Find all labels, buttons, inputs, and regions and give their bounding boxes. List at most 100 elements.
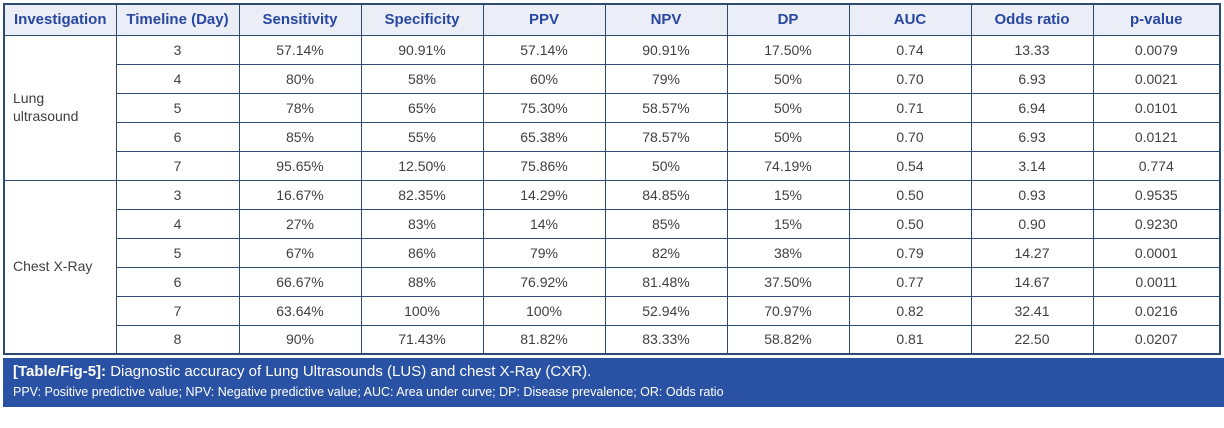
data-cell: 55% xyxy=(360,121,484,152)
data-cell: 0.0216 xyxy=(1092,295,1221,326)
column-header-specificity: Specificity xyxy=(360,3,484,36)
data-cell: 8 xyxy=(115,324,240,355)
data-cell: 95.65% xyxy=(238,150,362,181)
data-cell: 0.79 xyxy=(848,237,972,268)
column-header-ppv: PPV xyxy=(482,3,606,36)
table-row: 4 80% 58% 60% 79% 50% 0.70 6.93 0.0021 xyxy=(4,63,1221,94)
data-cell: 65.38% xyxy=(482,121,606,152)
data-cell: 15% xyxy=(726,208,850,239)
table-row: 5 78% 65% 75.30% 58.57% 50% 0.71 6.94 0.0101 xyxy=(4,92,1221,123)
table-body: Lung ultrasound 3 57.14% 90.91% 57.14% 90.91%… xyxy=(3,34,1221,355)
data-cell: 13.33 xyxy=(970,34,1094,65)
data-cell: 6.94 xyxy=(970,92,1094,123)
data-cell: 22.50 xyxy=(970,324,1094,355)
caption-title-line: [Table/Fig-5]: Diagnostic accuracy of Lu… xyxy=(13,363,1214,382)
column-header-sensitivity: Sensitivity xyxy=(238,3,362,36)
data-cell: 50% xyxy=(604,150,728,181)
data-cell: 0.54 xyxy=(848,150,972,181)
data-cell: 88% xyxy=(360,266,484,297)
table-row: 5 67% 86% 79% 82% 38% 0.79 14.27 0.0001 xyxy=(4,237,1221,268)
data-cell: 0.774 xyxy=(1092,150,1221,181)
table-row: 7 63.64% 100% 100% 52.94% 70.97% 0.82 32.41 0.02… xyxy=(4,295,1221,326)
data-cell: 85% xyxy=(604,208,728,239)
data-cell: 58% xyxy=(360,63,484,94)
data-cell: 0.70 xyxy=(848,63,972,94)
table-row: 8 90% 71.43% 81.82% 83.33% 58.82% 0.81 22.50 0.0… xyxy=(4,324,1221,355)
data-cell: 100% xyxy=(360,295,484,326)
data-cell: 86% xyxy=(360,237,484,268)
data-cell: 3 xyxy=(115,179,240,210)
column-header-p-value: p-value xyxy=(1092,3,1221,36)
data-cell: 50% xyxy=(726,121,850,152)
data-cell: 0.74 xyxy=(848,34,972,65)
table-row: 6 66.67% 88% 76.92% 81.48% 37.50% 0.77 14.67 0.0… xyxy=(4,266,1221,297)
investigation-cell: Chest X-Ray xyxy=(3,179,117,355)
data-cell: 71.43% xyxy=(360,324,484,355)
data-cell: 81.48% xyxy=(604,266,728,297)
data-cell: 0.90 xyxy=(970,208,1094,239)
column-header-npv: NPV xyxy=(604,3,728,36)
data-cell: 37.50% xyxy=(726,266,850,297)
data-cell: 12.50% xyxy=(360,150,484,181)
data-cell: 6 xyxy=(115,266,240,297)
data-cell: 16.67% xyxy=(238,179,362,210)
data-cell: 58.57% xyxy=(604,92,728,123)
data-cell: 15% xyxy=(726,179,850,210)
results-table: Investigation Timeline (Day) Sensitivity Sp… xyxy=(3,3,1221,355)
data-cell: 82.35% xyxy=(360,179,484,210)
column-header-timeline-day-: Timeline (Day) xyxy=(115,3,240,36)
data-cell: 90.91% xyxy=(360,34,484,65)
data-cell: 0.0001 xyxy=(1092,237,1221,268)
data-cell: 90.91% xyxy=(604,34,728,65)
data-cell: 50% xyxy=(726,92,850,123)
data-cell: 14% xyxy=(482,208,606,239)
data-cell: 75.86% xyxy=(482,150,606,181)
data-cell: 0.82 xyxy=(848,295,972,326)
table-row: Chest X-Ray 3 16.67% 82.35% 14.29% 84.85% 15% 0… xyxy=(3,179,1221,355)
caption-abbreviations: PPV: Positive predictive value; NPV: Neg… xyxy=(13,384,724,399)
data-cell: 74.19% xyxy=(726,150,850,181)
data-cell: 6 xyxy=(115,121,240,152)
data-cell: 76.92% xyxy=(482,266,606,297)
data-cell: 0.9535 xyxy=(1092,179,1221,210)
page: Investigation Timeline (Day) Sensitivity Sp… xyxy=(3,3,1224,407)
data-cell: 27% xyxy=(238,208,362,239)
table-caption-bar: [Table/Fig-5]: Diagnostic accuracy of Lu… xyxy=(3,358,1224,407)
data-cell: 78.57% xyxy=(604,121,728,152)
data-cell: 3.14 xyxy=(970,150,1094,181)
data-cell: 83.33% xyxy=(604,324,728,355)
data-cell: 0.0121 xyxy=(1092,121,1221,152)
table-row: Lung ultrasound 3 57.14% 90.91% 57.14% 90.91%… xyxy=(3,34,1221,181)
data-cell: 17.50% xyxy=(726,34,850,65)
data-cell: 66.67% xyxy=(238,266,362,297)
investigation-cell: Lung ultrasound xyxy=(3,34,117,181)
data-cell: 83% xyxy=(360,208,484,239)
data-cell: 0.71 xyxy=(848,92,972,123)
data-cell: 0.50 xyxy=(848,179,972,210)
data-cell: 63.64% xyxy=(238,295,362,326)
data-cell: 38% xyxy=(726,237,850,268)
data-cell: 0.9230 xyxy=(1092,208,1221,239)
table-header: Investigation Timeline (Day) Sensitivity Sp… xyxy=(3,3,1221,36)
data-cell: 57.14% xyxy=(238,34,362,65)
data-cell: 57.14% xyxy=(482,34,606,65)
data-cell: 85% xyxy=(238,121,362,152)
column-header-dp: DP xyxy=(726,3,850,36)
data-cell: 0.0011 xyxy=(1092,266,1221,297)
data-cell: 0.0101 xyxy=(1092,92,1221,123)
table-row: 7 95.65% 12.50% 75.86% 50% 74.19% 0.54 3.14 0.77… xyxy=(4,150,1221,181)
data-cell: 5 xyxy=(115,92,240,123)
data-cell: 0.77 xyxy=(848,266,972,297)
data-cell: 70.97% xyxy=(726,295,850,326)
column-header-odds-ratio: Odds ratio xyxy=(970,3,1094,36)
data-cell: 90% xyxy=(238,324,362,355)
data-cell: 3 xyxy=(115,34,240,65)
data-cell: 6.93 xyxy=(970,63,1094,94)
data-cell: 82% xyxy=(604,237,728,268)
data-cell: 14.67 xyxy=(970,266,1094,297)
data-cell: 32.41 xyxy=(970,295,1094,326)
data-cell: 60% xyxy=(482,63,606,94)
data-cell: 0.0207 xyxy=(1092,324,1221,355)
data-cell: 81.82% xyxy=(482,324,606,355)
data-cell: 75.30% xyxy=(482,92,606,123)
